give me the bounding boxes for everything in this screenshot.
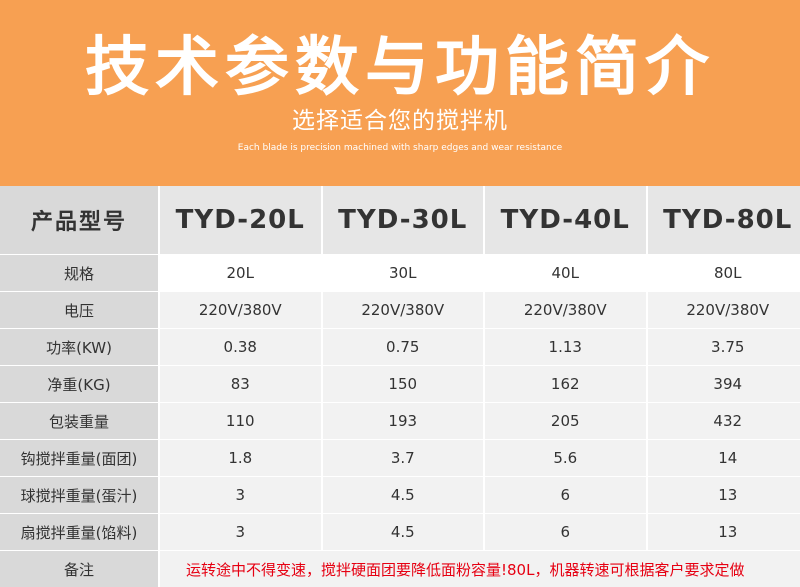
- note-row: 备注 运转途中不得变速，搅拌硬面团要降低面粉容量!80L，机器转速可根据客户要求…: [0, 550, 800, 587]
- page-tagline: Each blade is precision machined with sh…: [0, 141, 800, 155]
- column-header-tyd-40l: TYD-40L: [483, 186, 646, 254]
- row-label: 扇搅拌重量(馅料): [0, 513, 158, 550]
- table-cell: 83: [158, 365, 321, 402]
- spec-table: 产品型号 TYD-20L TYD-30L TYD-40L TYD-80L 规格 …: [0, 186, 800, 587]
- row-label: 球搅拌重量(蛋汁): [0, 476, 158, 513]
- table-cell: 3: [158, 476, 321, 513]
- table-cell: 30L: [321, 254, 484, 291]
- page-subtitle: 选择适合您的搅拌机: [0, 106, 800, 136]
- table-row: 球搅拌重量(蛋汁) 3 4.5 6 13: [0, 476, 800, 513]
- row-label: 钩搅拌重量(面团): [0, 439, 158, 476]
- table-cell: 3: [158, 513, 321, 550]
- table-cell: 110: [158, 402, 321, 439]
- table-cell: 220V/380V: [321, 291, 484, 328]
- table-row: 电压 220V/380V 220V/380V 220V/380V 220V/38…: [0, 291, 800, 328]
- table-cell: 20L: [158, 254, 321, 291]
- table-cell: 6: [483, 476, 646, 513]
- column-header-tyd-30l: TYD-30L: [321, 186, 484, 254]
- table-row: 钩搅拌重量(面团) 1.8 3.7 5.6 14: [0, 439, 800, 476]
- table-row: 功率(KW) 0.38 0.75 1.13 3.75: [0, 328, 800, 365]
- row-label: 功率(KW): [0, 328, 158, 365]
- column-header-model: 产品型号: [0, 186, 158, 254]
- note-text: 运转途中不得变速，搅拌硬面团要降低面粉容量!80L，机器转速可根据客户要求定做: [158, 550, 800, 587]
- table-cell: 5.6: [483, 439, 646, 476]
- table-row: 净重(KG) 83 150 162 394: [0, 365, 800, 402]
- column-header-tyd-80l: TYD-80L: [646, 186, 800, 254]
- table-cell: 162: [483, 365, 646, 402]
- table-cell: 4.5: [321, 513, 484, 550]
- table-cell: 80L: [646, 254, 800, 291]
- table-cell: 4.5: [321, 476, 484, 513]
- table-cell: 6: [483, 513, 646, 550]
- table-cell: 0.38: [158, 328, 321, 365]
- table-cell: 193: [321, 402, 484, 439]
- table-cell: 3.75: [646, 328, 800, 365]
- row-label: 包装重量: [0, 402, 158, 439]
- table-cell: 205: [483, 402, 646, 439]
- table-cell: 220V/380V: [646, 291, 800, 328]
- row-label: 净重(KG): [0, 365, 158, 402]
- table-cell: 394: [646, 365, 800, 402]
- note-label: 备注: [0, 550, 158, 587]
- table-cell: 220V/380V: [158, 291, 321, 328]
- column-header-tyd-20l: TYD-20L: [158, 186, 321, 254]
- table-cell: 40L: [483, 254, 646, 291]
- table-cell: 150: [321, 365, 484, 402]
- page-title: 技术参数与功能简介: [0, 28, 800, 108]
- table-cell: 432: [646, 402, 800, 439]
- header-banner: 技术参数与功能简介 选择适合您的搅拌机 Each blade is precis…: [0, 0, 800, 186]
- row-label: 规格: [0, 254, 158, 291]
- table-row: 包装重量 110 193 205 432: [0, 402, 800, 439]
- table-cell: 1.8: [158, 439, 321, 476]
- table-cell: 13: [646, 513, 800, 550]
- table-cell: 13: [646, 476, 800, 513]
- row-label: 电压: [0, 291, 158, 328]
- table-cell: 220V/380V: [483, 291, 646, 328]
- table-row: 扇搅拌重量(馅料) 3 4.5 6 13: [0, 513, 800, 550]
- table-cell: 3.7: [321, 439, 484, 476]
- table-cell: 0.75: [321, 328, 484, 365]
- table-cell: 1.13: [483, 328, 646, 365]
- table-row: 规格 20L 30L 40L 80L: [0, 254, 800, 291]
- table-header-row: 产品型号 TYD-20L TYD-30L TYD-40L TYD-80L: [0, 186, 800, 254]
- table-cell: 14: [646, 439, 800, 476]
